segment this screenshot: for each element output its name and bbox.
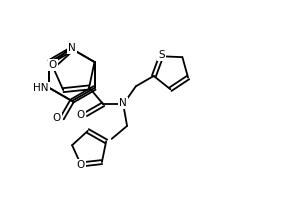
Text: HN: HN (33, 83, 49, 93)
Text: O: O (53, 113, 61, 123)
Text: S: S (158, 50, 165, 60)
Text: O: O (49, 60, 57, 70)
Text: O: O (77, 160, 85, 170)
Text: N: N (119, 98, 127, 108)
Text: N: N (68, 43, 76, 53)
Text: O: O (77, 110, 85, 120)
